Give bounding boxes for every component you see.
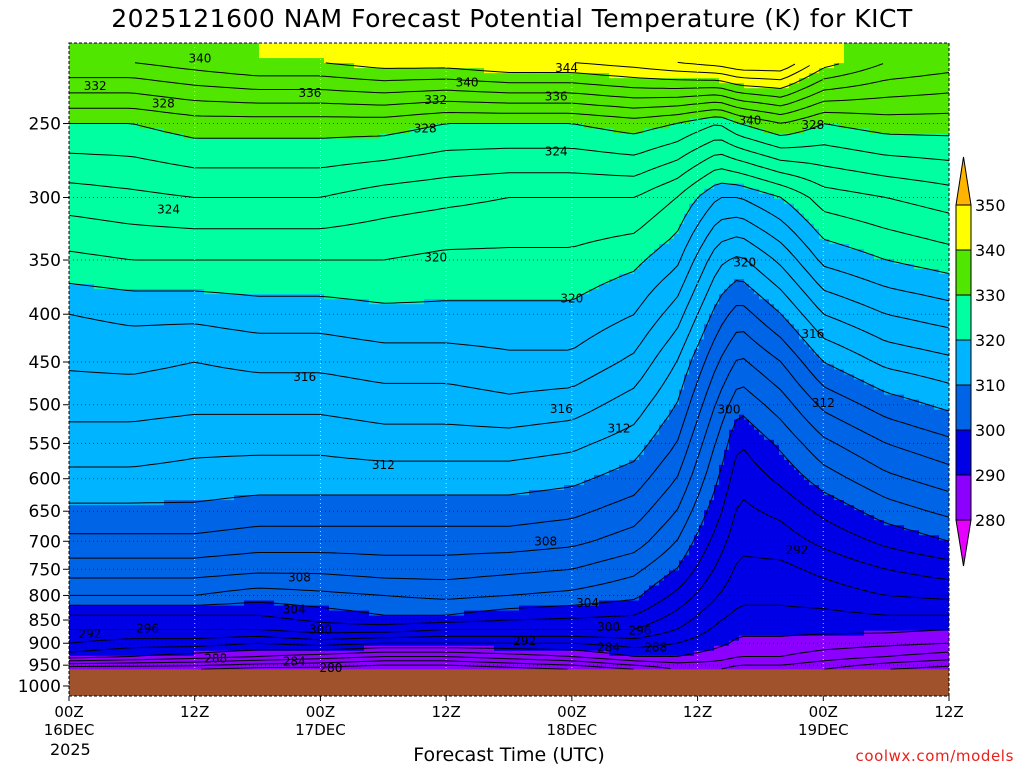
x-axis-label: Forecast Time (UTC) bbox=[0, 744, 1018, 766]
contour-label: 320 bbox=[733, 255, 756, 269]
y-tick-label: 250 bbox=[29, 115, 61, 135]
x-tick-label: 00Z bbox=[557, 703, 586, 721]
contour-label: 308 bbox=[288, 570, 311, 584]
colorbar-extend-bottom bbox=[955, 519, 972, 567]
y-tick-label: 400 bbox=[29, 305, 61, 325]
colorbar-segment bbox=[955, 249, 972, 296]
contour-lines bbox=[69, 61, 949, 670]
contour-label: 316 bbox=[550, 402, 573, 416]
x-tick-label: 12Z bbox=[683, 703, 712, 721]
contour-label: 284 bbox=[283, 655, 306, 669]
y-tick-label: 550 bbox=[29, 434, 61, 454]
contour-label: 288 bbox=[644, 641, 667, 655]
x-tick-date: 17DEC bbox=[295, 721, 346, 739]
colorbar-segment bbox=[955, 384, 972, 431]
contour-label: 280 bbox=[319, 661, 342, 675]
year-label: 2025 bbox=[50, 740, 91, 759]
filled-contours bbox=[69, 43, 949, 696]
x-tick-label: 12Z bbox=[934, 703, 963, 721]
contour-label: 312 bbox=[812, 396, 835, 410]
contour-label: 292 bbox=[786, 543, 809, 557]
x-tick-label: 00Z bbox=[306, 703, 335, 721]
contour-label: 336 bbox=[298, 86, 321, 100]
plot-frame bbox=[68, 42, 950, 697]
colorbar-label: 290 bbox=[975, 466, 1006, 485]
contour-label: 328 bbox=[801, 118, 824, 132]
contour-label: 304 bbox=[283, 602, 306, 616]
y-tick-label: 950 bbox=[29, 656, 61, 676]
contour-label: 296 bbox=[628, 623, 651, 637]
colorbar-label: 310 bbox=[975, 376, 1006, 395]
contour-label: 292 bbox=[513, 634, 536, 648]
grid-lines bbox=[69, 43, 949, 696]
y-tick-label: 450 bbox=[29, 353, 61, 373]
contour-label: 340 bbox=[738, 113, 761, 127]
colorbar-segment bbox=[955, 294, 972, 341]
contour-label: 304 bbox=[576, 596, 599, 610]
y-tick-label: 500 bbox=[29, 396, 61, 416]
colorbar: 280 290 300 310 320 330 340 350 bbox=[955, 156, 1006, 567]
contour-label: 328 bbox=[414, 121, 437, 135]
contour-label: 284 bbox=[597, 641, 620, 655]
y-tick-label: 850 bbox=[29, 611, 61, 631]
colorbar-label: 350 bbox=[975, 196, 1006, 215]
contour-label: 320 bbox=[424, 251, 447, 265]
colorbar-segment bbox=[955, 339, 972, 386]
colorbar-segment bbox=[955, 429, 972, 476]
y-tick-label: 1000 bbox=[18, 677, 61, 697]
contour-label: 312 bbox=[372, 458, 395, 472]
colorbar-segment bbox=[955, 204, 972, 251]
y-axis: 250 300 350 400 450 500 550 600 650 700 750 800 850 9… bbox=[18, 115, 69, 697]
y-tick-label: 800 bbox=[29, 586, 61, 606]
colorbar-label: 320 bbox=[975, 331, 1006, 350]
y-tick-label: 700 bbox=[29, 532, 61, 552]
contour-label: 320 bbox=[560, 292, 583, 306]
y-tick-label: 300 bbox=[29, 188, 61, 208]
contour-label: 324 bbox=[545, 145, 568, 159]
contour-label: 300 bbox=[718, 403, 741, 417]
contour-label: 300 bbox=[597, 620, 620, 634]
contour-label: 316 bbox=[293, 370, 316, 384]
y-tick-label: 350 bbox=[29, 251, 61, 271]
contour-label: 296 bbox=[136, 622, 159, 636]
colorbar-extend-top bbox=[955, 156, 972, 206]
x-tick-date: 18DEC bbox=[547, 721, 598, 739]
contour-label: 336 bbox=[545, 90, 568, 104]
chart-title: 2025121600 NAM Forecast Potential Temper… bbox=[0, 4, 1024, 33]
x-tick-label: 12Z bbox=[180, 703, 209, 721]
contour-label: 332 bbox=[84, 79, 107, 93]
x-tick-label: 00Z bbox=[809, 703, 838, 721]
contour-label: 340 bbox=[188, 52, 211, 66]
x-tick-date: 16DEC bbox=[44, 721, 95, 739]
contour-labels: 340 332 336 340 344 328 332 336 328 340 328 324 324 3… bbox=[78, 52, 834, 676]
y-tick-label: 900 bbox=[29, 634, 61, 654]
colorbar-label: 340 bbox=[975, 241, 1006, 260]
credit-link[interactable]: coolwx.com/models bbox=[856, 747, 1015, 765]
contour-label: 288 bbox=[204, 652, 227, 666]
contour-label: 292 bbox=[78, 627, 101, 641]
colorbar-segment bbox=[955, 474, 972, 521]
y-tick-label: 600 bbox=[29, 470, 61, 490]
y-tick-label: 750 bbox=[29, 560, 61, 580]
contour-label: 300 bbox=[309, 622, 332, 636]
colorbar-label: 280 bbox=[975, 511, 1006, 530]
contour-label: 316 bbox=[801, 327, 824, 341]
contour-label: 324 bbox=[157, 202, 180, 216]
x-tick-date: 19DEC bbox=[798, 721, 849, 739]
contour-label: 340 bbox=[456, 76, 479, 90]
colorbar-label: 330 bbox=[975, 286, 1006, 305]
contour-label: 312 bbox=[608, 421, 631, 435]
ground-surface bbox=[69, 669, 949, 696]
plot-area bbox=[69, 43, 949, 696]
x-tick-label: 00Z bbox=[54, 703, 83, 721]
y-tick-label: 650 bbox=[29, 502, 61, 522]
x-tick-label: 12Z bbox=[431, 703, 460, 721]
contour-label: 308 bbox=[534, 534, 557, 548]
colorbar-label: 300 bbox=[975, 421, 1006, 440]
contour-label: 332 bbox=[424, 93, 447, 107]
contour-label: 344 bbox=[555, 61, 578, 75]
contour-label: 328 bbox=[152, 97, 175, 111]
